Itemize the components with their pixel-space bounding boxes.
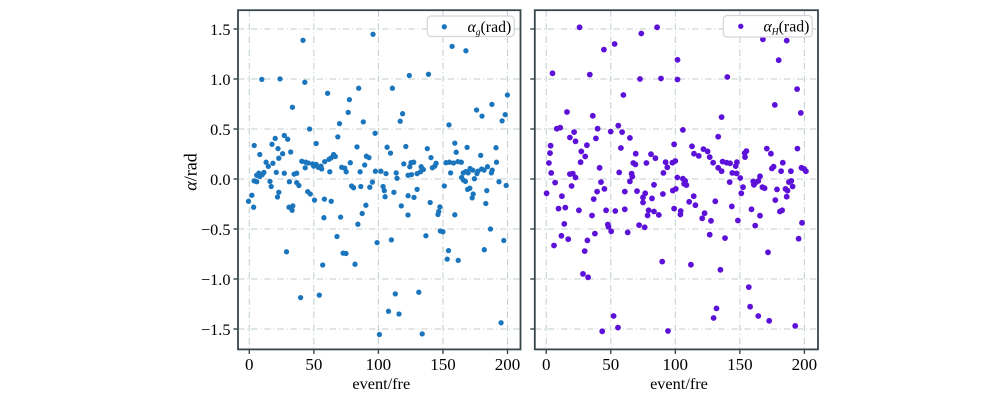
svg-text:−0.5: −0.5 xyxy=(201,220,231,239)
svg-text:150: 150 xyxy=(430,355,456,374)
svg-text:1.5: 1.5 xyxy=(210,20,230,39)
svg-text:αg(rad): αg(rad) xyxy=(468,19,512,38)
svg-text:0: 0 xyxy=(542,355,551,374)
svg-text:200: 200 xyxy=(792,355,818,374)
svg-text:αH(rad): αH(rad) xyxy=(764,19,810,38)
svg-text:200: 200 xyxy=(495,355,521,374)
svg-text:50: 50 xyxy=(602,355,619,374)
svg-text:0.0: 0.0 xyxy=(210,170,230,189)
svg-text:α/rad: α/rad xyxy=(181,153,201,190)
svg-text:1.0: 1.0 xyxy=(210,70,230,89)
svg-text:−1.0: −1.0 xyxy=(201,270,231,289)
svg-text:0: 0 xyxy=(245,355,254,374)
svg-text:100: 100 xyxy=(366,355,392,374)
svg-text:event/fre: event/fre xyxy=(352,374,410,393)
svg-text:0.5: 0.5 xyxy=(210,120,230,139)
svg-text:−1.5: −1.5 xyxy=(201,320,231,339)
svg-text:50: 50 xyxy=(305,355,322,374)
svg-text:150: 150 xyxy=(727,355,753,374)
svg-text:100: 100 xyxy=(663,355,689,374)
svg-text:event/fre: event/fre xyxy=(650,374,708,393)
